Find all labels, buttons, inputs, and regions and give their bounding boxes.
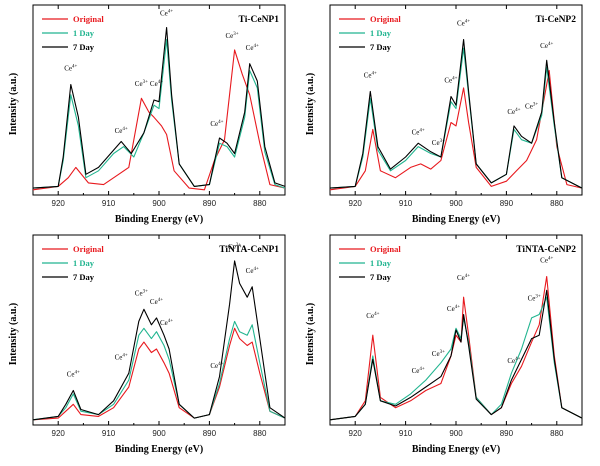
panel-title: Ti-CeNP2: [536, 15, 577, 25]
series-line-1-day: [32, 320, 286, 421]
legend-entry: 7 Day: [73, 272, 95, 282]
legend: Original 1 Day 7 Day: [42, 244, 104, 282]
xps-panel-1: 920 910 900 890 880 Binding Energy (eV) Intens…: [8, 4, 286, 225]
panel-title: TiNTA-CeNP1: [219, 245, 279, 255]
x-tick-label: 920: [349, 199, 363, 208]
x-tick-label: 910: [102, 429, 116, 438]
x-tick-label: 880: [253, 429, 267, 438]
series-line-7-day: [329, 38, 583, 189]
x-tick-label: 900: [152, 429, 166, 438]
peak-annotation: Ce4+: [160, 9, 173, 17]
peak-annotation: Ce4+: [457, 20, 470, 28]
peak-annotation: Ce3+: [432, 350, 445, 358]
series-line-original: [32, 327, 286, 421]
x-tick-label: 890: [203, 199, 217, 208]
x-axis-label: Binding Energy (eV): [115, 444, 203, 455]
x-tick-label: 900: [449, 199, 463, 208]
peak-annotation: Ce4+: [540, 257, 553, 265]
peak-annotation: Ce4+: [444, 77, 457, 85]
series-line-1-day: [329, 47, 583, 189]
x-tick-label: 900: [152, 199, 166, 208]
x-tick-label: 890: [203, 429, 217, 438]
peak-annotation: Ce3+: [528, 295, 541, 303]
series-line-original: [329, 70, 583, 191]
x-tick-label: 880: [550, 199, 564, 208]
x-tick-label: 920: [52, 199, 66, 208]
x-axis-label: Binding Energy (eV): [115, 214, 203, 225]
peak-annotation: Ce4+: [507, 357, 520, 365]
peak-annotation: Ce3+: [525, 103, 538, 111]
legend-entry: Original: [370, 244, 401, 254]
peak-annotation: Ce4+: [412, 129, 425, 137]
xps-panel-3: 920 910 900 890 880 Binding Energy (eV) Intens…: [8, 234, 286, 455]
peak-annotation: Ce3+: [228, 243, 241, 251]
legend-entry: 1 Day: [370, 258, 392, 268]
legend-entry: Original: [73, 14, 104, 24]
legend: Original 1 Day 7 Day: [339, 244, 401, 282]
y-axis-label: Intensity (a.u.): [8, 303, 19, 366]
legend: Original 1 Day 7 Day: [339, 14, 401, 52]
peak-annotation: Ce4+: [540, 42, 553, 50]
series-line-7-day: [32, 26, 286, 189]
x-tick-label: 920: [52, 429, 66, 438]
legend-entry: 7 Day: [370, 272, 392, 282]
peak-annotation: Ce4+: [160, 319, 173, 327]
xps-panel-2: 920 910 900 890 880 Binding Energy (eV) Intens…: [305, 4, 583, 225]
peak-annotation: Ce4+: [412, 367, 425, 375]
legend-entry: 1 Day: [73, 28, 95, 38]
peak-annotation: Ce4+: [246, 44, 259, 52]
peak-annotation: Ce4+: [67, 371, 80, 379]
peak-annotation: Ce4+: [366, 312, 379, 320]
x-tick-label: 920: [349, 429, 363, 438]
legend-entry: Original: [370, 14, 401, 24]
peak-annotation: Ce3+: [226, 32, 239, 40]
peak-annotation: Ce4+: [115, 353, 128, 361]
y-axis-label: Intensity (a.u.): [305, 303, 316, 366]
peak-annotation: Ce4+: [150, 298, 163, 306]
x-tick-label: 890: [500, 199, 514, 208]
peak-annotation: Ce4+: [246, 267, 259, 275]
series-line-1-day: [32, 38, 286, 189]
y-axis-label: Intensity (a.u.): [305, 73, 316, 136]
series-line-original: [32, 49, 286, 191]
peak-annotation: Ce4+: [115, 127, 128, 135]
peak-annotation: Ce4+: [364, 72, 377, 80]
x-tick-label: 910: [102, 199, 116, 208]
y-axis-label: Intensity (a.u.): [8, 73, 19, 136]
series-line-original: [329, 275, 583, 421]
legend-entry: Original: [73, 244, 104, 254]
series-line-7-day: [329, 289, 583, 421]
peak-annotation: Ce4+: [150, 80, 163, 88]
peak-annotation: Ce4+: [210, 120, 223, 128]
x-axis-label: Binding Energy (eV): [412, 444, 500, 455]
xps-panel-4: 920 910 900 890 880 Binding Energy (eV) Intens…: [305, 234, 583, 455]
plot-frame: [32, 234, 286, 426]
peak-annotation: Ce3+: [135, 80, 148, 88]
panel-title: Ti-CeNP1: [239, 15, 280, 25]
x-tick-label: 880: [253, 199, 267, 208]
x-tick-label: 880: [550, 429, 564, 438]
series-line-7-day: [32, 260, 286, 421]
panel-title: TiNTA-CeNP2: [516, 245, 576, 255]
peak-annotation: Ce4+: [210, 362, 223, 370]
x-tick-label: 900: [449, 429, 463, 438]
x-tick-label: 890: [500, 429, 514, 438]
x-tick-label: 910: [399, 199, 413, 208]
x-axis-label: Binding Energy (eV): [412, 214, 500, 225]
x-tick-label: 910: [399, 429, 413, 438]
peak-annotation: Ce4+: [507, 108, 520, 116]
legend-entry: 7 Day: [73, 42, 95, 52]
legend-entry: 7 Day: [370, 42, 392, 52]
peak-annotation: Ce3+: [432, 139, 445, 147]
legend-entry: 1 Day: [73, 258, 95, 268]
peak-annotation: Ce4+: [64, 65, 77, 73]
peak-annotation: Ce3+: [135, 289, 148, 297]
peak-annotation: Ce4+: [447, 305, 460, 313]
legend-entry: 1 Day: [370, 28, 392, 38]
legend: Original 1 Day 7 Day: [42, 14, 104, 52]
peak-annotation: Ce4+: [457, 274, 470, 282]
